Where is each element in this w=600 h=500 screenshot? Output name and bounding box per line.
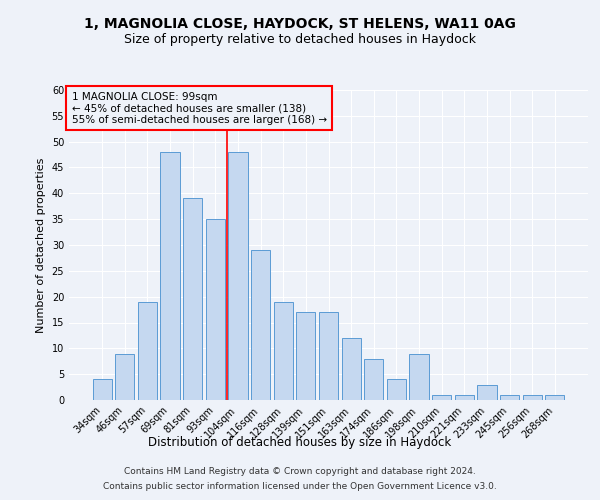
Bar (523, 395, 542, 400)
Bar (387, 380, 406, 400)
Bar (160, 152, 180, 400)
Bar (206, 219, 225, 400)
Text: Distribution of detached houses by size in Haydock: Distribution of detached houses by size … (148, 436, 452, 449)
Bar (115, 354, 134, 400)
Y-axis label: Number of detached properties: Number of detached properties (36, 158, 46, 332)
Text: Contains public sector information licensed under the Open Government Licence v3: Contains public sector information licen… (103, 482, 497, 491)
Bar (138, 302, 157, 400)
Bar (274, 302, 293, 400)
Text: Size of property relative to detached houses in Haydock: Size of property relative to detached ho… (124, 32, 476, 46)
Bar (296, 312, 316, 400)
Bar (364, 358, 383, 400)
Bar (455, 395, 474, 400)
Bar (319, 312, 338, 400)
Bar (341, 338, 361, 400)
Text: 1, MAGNOLIA CLOSE, HAYDOCK, ST HELENS, WA11 0AG: 1, MAGNOLIA CLOSE, HAYDOCK, ST HELENS, W… (84, 18, 516, 32)
Bar (432, 395, 451, 400)
Bar (251, 250, 270, 400)
Text: 1 MAGNOLIA CLOSE: 99sqm
← 45% of detached houses are smaller (138)
55% of semi-d: 1 MAGNOLIA CLOSE: 99sqm ← 45% of detache… (71, 92, 327, 124)
Bar (500, 395, 519, 400)
Bar (545, 395, 565, 400)
Bar (229, 152, 248, 400)
Bar (183, 198, 202, 400)
Bar (477, 384, 497, 400)
Bar (409, 354, 428, 400)
Text: Contains HM Land Registry data © Crown copyright and database right 2024.: Contains HM Land Registry data © Crown c… (124, 467, 476, 476)
Bar (92, 380, 112, 400)
